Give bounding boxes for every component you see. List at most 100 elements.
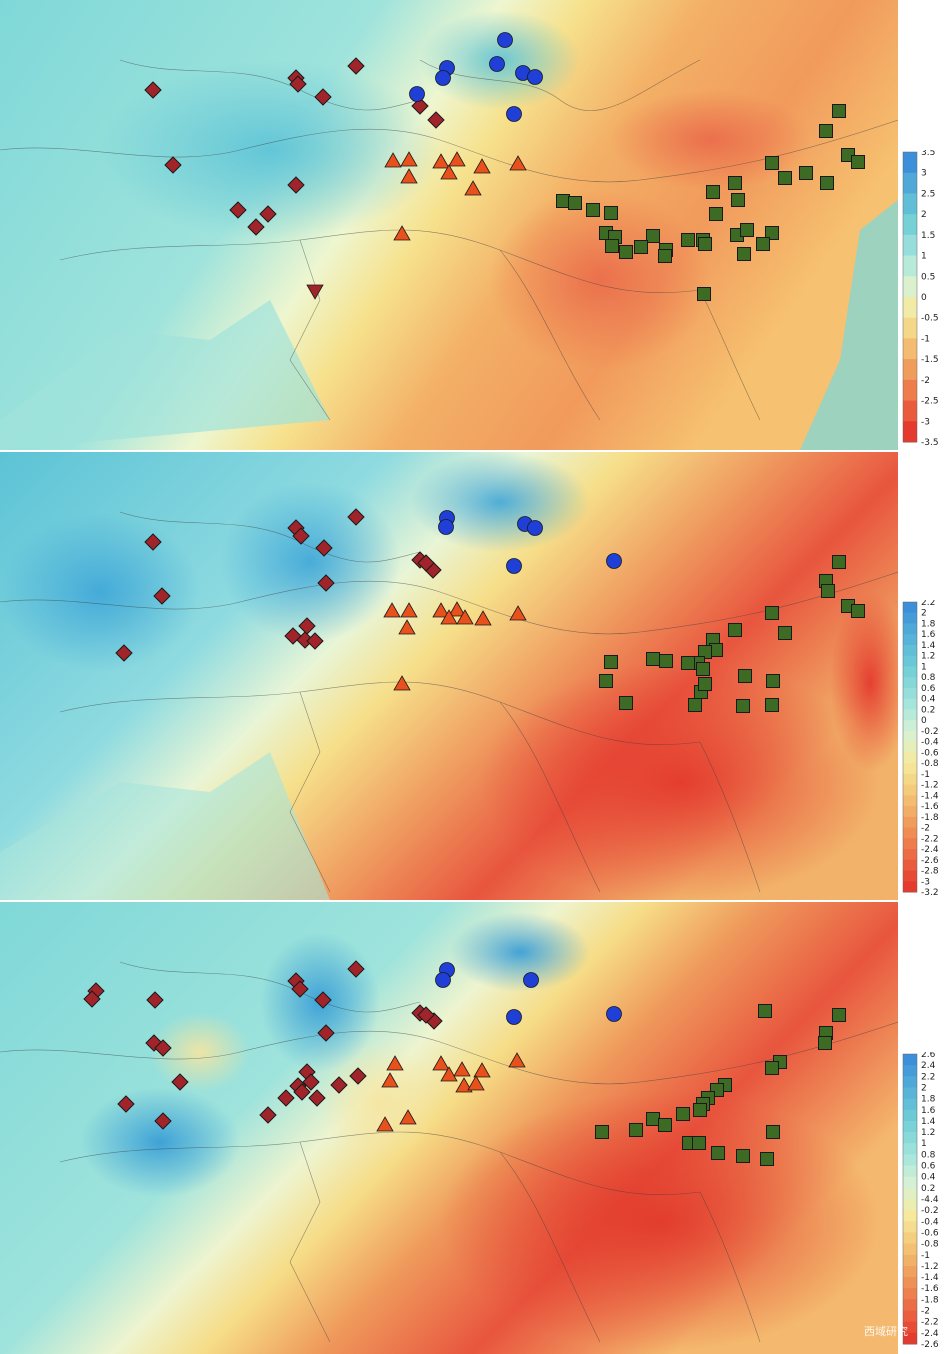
legend-swatch bbox=[903, 1120, 917, 1133]
site-square bbox=[619, 245, 633, 259]
site-square bbox=[778, 626, 792, 640]
legend-tick-label: 0 bbox=[921, 293, 927, 303]
site-square bbox=[799, 166, 813, 180]
legend-tick-label: -0.6 bbox=[921, 1228, 939, 1238]
site-square bbox=[681, 233, 695, 247]
site-circle bbox=[506, 106, 522, 122]
site-square bbox=[697, 287, 711, 301]
site-square bbox=[818, 1036, 832, 1050]
site-square bbox=[728, 623, 742, 637]
site-square bbox=[765, 1061, 779, 1075]
site-circle bbox=[489, 56, 505, 72]
legend-tick-label: 1.6 bbox=[921, 1106, 936, 1116]
site-circle bbox=[409, 86, 425, 102]
site-diamond bbox=[315, 539, 333, 557]
site-triangle-up bbox=[432, 1055, 450, 1071]
legend-frame bbox=[902, 1053, 918, 1345]
site-diamond bbox=[164, 156, 182, 174]
site-circle bbox=[497, 32, 513, 48]
site-square bbox=[646, 229, 660, 243]
site-triangle-up bbox=[381, 1072, 399, 1088]
legend-swatch bbox=[903, 741, 917, 753]
site-square bbox=[658, 249, 672, 263]
site-circle bbox=[506, 558, 522, 574]
legend-tick-label: -1.4 bbox=[921, 791, 939, 801]
legend-swatch bbox=[903, 1187, 917, 1200]
site-diamond bbox=[349, 1067, 367, 1085]
site-triangle-up bbox=[440, 164, 458, 180]
legend-tick-label: -1.8 bbox=[921, 813, 939, 823]
legend-swatch bbox=[903, 687, 917, 700]
site-square bbox=[646, 1112, 660, 1126]
site-triangle-up bbox=[508, 1052, 526, 1068]
site-circle bbox=[606, 1006, 622, 1022]
site-diamond bbox=[302, 1073, 320, 1091]
legend-tick-label: 1.2 bbox=[921, 652, 935, 662]
site-triangle-up bbox=[473, 158, 491, 174]
legend-swatch bbox=[903, 784, 917, 796]
site-triangle-up bbox=[400, 602, 418, 618]
site-diamond bbox=[146, 991, 164, 1009]
site-triangle-up bbox=[473, 1062, 491, 1078]
legend-tick-label: -0.8 bbox=[921, 1240, 939, 1250]
site-circle bbox=[506, 1009, 522, 1025]
site-diamond bbox=[417, 1006, 435, 1024]
legend-tick-label: -1.5 bbox=[921, 355, 939, 365]
site-square bbox=[819, 124, 833, 138]
site-square bbox=[646, 652, 660, 666]
legend-swatch bbox=[903, 763, 917, 775]
site-square bbox=[599, 674, 613, 688]
legend-tick-label: 1.8 bbox=[921, 619, 936, 629]
legend-swatch bbox=[903, 827, 917, 839]
legend-swatch bbox=[903, 234, 917, 257]
site-triangle-up bbox=[448, 601, 466, 617]
site-square bbox=[821, 584, 835, 598]
legend-swatch bbox=[903, 1087, 917, 1100]
site-circle bbox=[435, 70, 451, 86]
site-circle bbox=[527, 520, 543, 536]
legend-swatch bbox=[903, 655, 917, 667]
site-diamond bbox=[347, 57, 365, 75]
site-square bbox=[740, 223, 754, 237]
map-panel-1 bbox=[0, 0, 898, 450]
map-panel-3 bbox=[0, 902, 898, 1354]
legend-tick-label: -1.6 bbox=[921, 802, 939, 812]
legend-tick-label: 3.5 bbox=[921, 150, 935, 158]
legend-swatch bbox=[903, 317, 917, 339]
legend-tick-label: -2 bbox=[921, 376, 930, 386]
legend-tick-label: -2.8 bbox=[921, 867, 939, 877]
sites-layer-1 bbox=[144, 32, 865, 301]
legend-frame bbox=[902, 601, 918, 893]
legend-svg-3: 2.62.42.221.81.61.41.210.80.60.40.2-4.4-… bbox=[902, 1052, 939, 1350]
legend-tick-label: -2.4 bbox=[921, 1329, 939, 1339]
legend-swatch bbox=[903, 1054, 917, 1066]
legend-swatch bbox=[903, 1065, 917, 1077]
legend-swatch bbox=[903, 1076, 917, 1088]
site-diamond bbox=[287, 176, 305, 194]
site-diamond bbox=[317, 1024, 335, 1042]
legend-swatch bbox=[903, 1132, 917, 1144]
legend-3: 2.6 2.4 2.2 2 1.8 1.6 1.4 1.2 1 0.8 0.6 0.4 0.2 -4.4-… bbox=[902, 1052, 945, 1352]
legend-swatch bbox=[903, 849, 917, 861]
legend-tick-label: -2.5 bbox=[921, 397, 939, 407]
site-diamond bbox=[330, 1076, 348, 1094]
legend-swatch bbox=[903, 255, 917, 277]
site-triangle-up bbox=[509, 605, 527, 621]
legend-swatch bbox=[903, 709, 917, 721]
legend-tick-label: 1.4 bbox=[921, 1117, 936, 1127]
legend-tick-label: 3 bbox=[921, 169, 927, 179]
site-triangle-up bbox=[400, 151, 418, 167]
legend-tick-label: -1.2 bbox=[921, 781, 939, 791]
legend-tick-label: -3 bbox=[921, 877, 930, 887]
legend-swatch bbox=[903, 400, 917, 422]
site-diamond bbox=[144, 81, 162, 99]
site-square bbox=[709, 207, 723, 221]
legend-swatch bbox=[903, 276, 917, 298]
site-square bbox=[556, 194, 570, 208]
legend-tick-label: -1.2 bbox=[921, 1262, 939, 1272]
site-triangle-up bbox=[399, 1109, 417, 1125]
site-triangle-up bbox=[464, 180, 482, 196]
legend-swatch bbox=[903, 1098, 917, 1111]
site-square bbox=[706, 185, 720, 199]
site-diamond bbox=[347, 508, 365, 526]
